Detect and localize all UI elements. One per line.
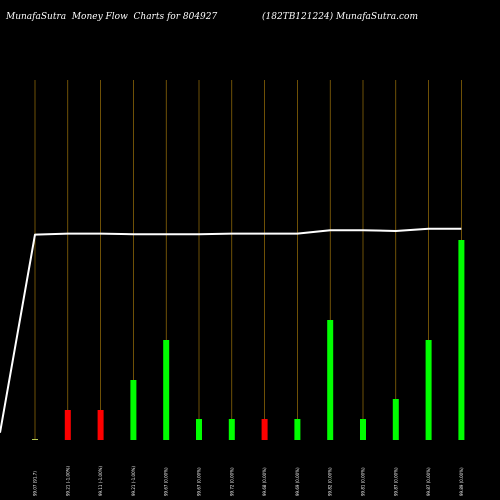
volume-bar — [360, 419, 366, 440]
chart-title-left: MunafaSutra Money Flow Charts for 804927 — [6, 12, 218, 22]
price-line — [0, 227, 462, 433]
volume-bar — [163, 340, 170, 440]
volume-bar — [64, 410, 71, 440]
volume-bar — [392, 399, 399, 440]
x-tick-label: 99.67 (0.00%) — [197, 467, 202, 496]
x-tick-label: 99.68 (0.00%) — [262, 467, 267, 496]
bar-layer — [32, 240, 465, 440]
volume-bar — [130, 380, 137, 440]
x-tick-label: 99.07 (91.7) — [33, 471, 38, 496]
volume-bar — [97, 410, 104, 440]
volume-bar — [458, 240, 465, 440]
x-tick-label: 99.87 (0.00%) — [393, 467, 398, 496]
volume-bar — [294, 419, 301, 440]
x-tick-label: 99.67 (0.00%) — [164, 467, 169, 496]
line-layer — [0, 227, 462, 433]
x-tick-label: 99.21 (-1.00%) — [131, 466, 136, 496]
x-tick-label: 99.82 (0.00%) — [328, 467, 333, 496]
x-tick-label: 99.89 (0.00%) — [459, 467, 464, 496]
volume-bar — [32, 439, 38, 440]
x-tick-label: 99.21 (-1.00%) — [65, 466, 70, 496]
volume-bar — [196, 419, 202, 440]
volume-bar — [261, 419, 268, 440]
x-tick-label: 99.72 (0.00%) — [229, 467, 234, 496]
label-layer: 99.07 (91.7) 99.21 (-1.00%) 99.11 (-1.00%)… — [33, 466, 464, 496]
volume-bar — [228, 419, 235, 440]
x-tick-label: 99.69 (0.00%) — [295, 467, 300, 496]
x-tick-label: 99.11 (-1.00%) — [98, 466, 103, 496]
volume-bar — [425, 340, 432, 440]
x-tick-label: 99.81 (0.00%) — [361, 467, 366, 496]
chart-title-right: (182TB121224) MunafaSutra.com — [262, 12, 419, 22]
x-tick-label: 99.87 (0.00%) — [426, 467, 431, 496]
volume-bar — [327, 320, 334, 440]
grid-layer — [34, 80, 462, 440]
